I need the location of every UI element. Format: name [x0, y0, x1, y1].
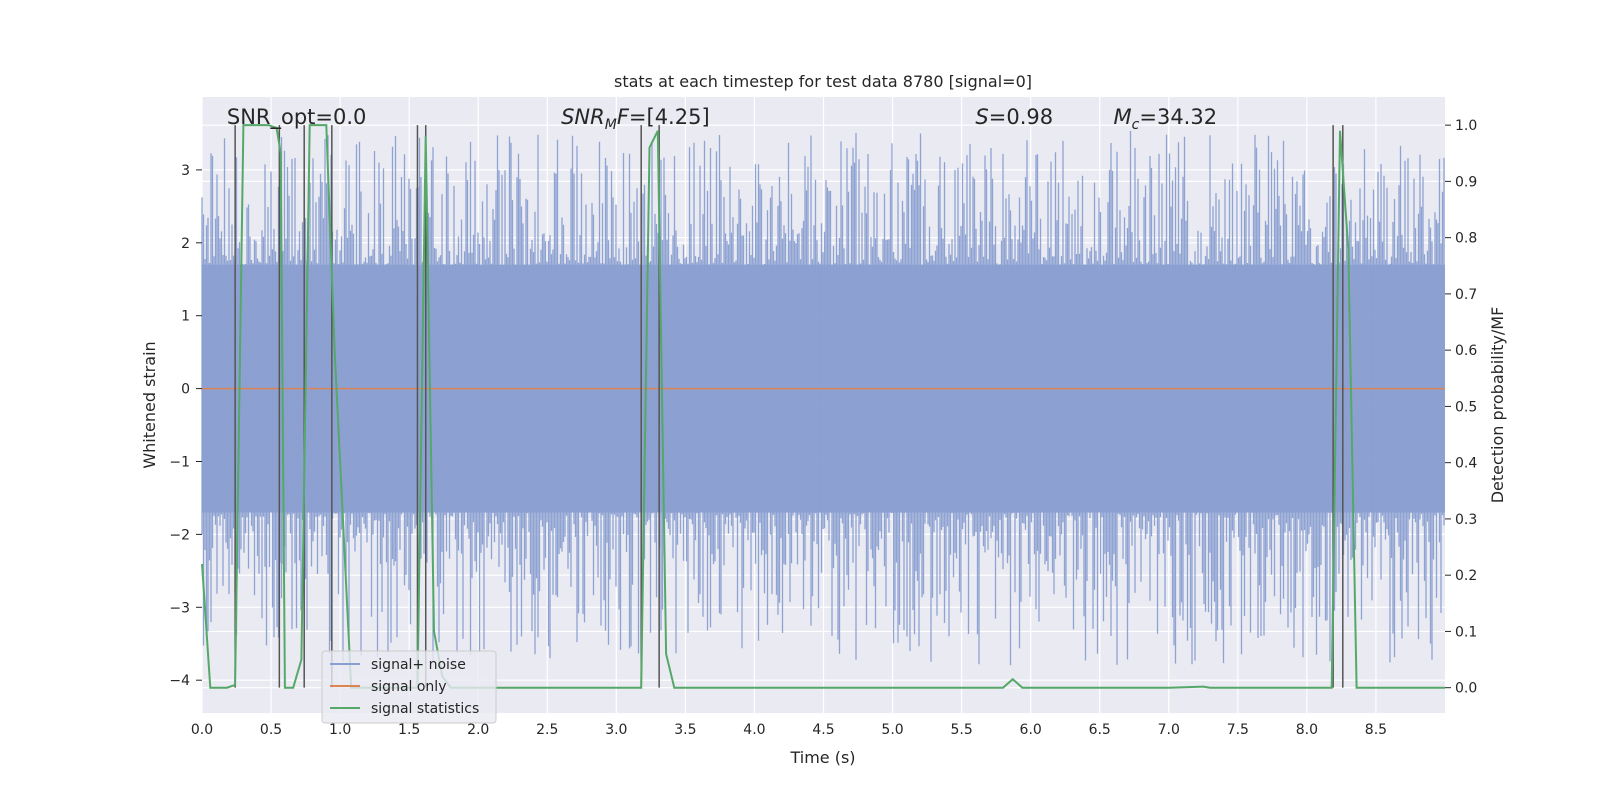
- x-tick-label: 3.0: [605, 722, 627, 738]
- y-right-axis-label: Detection probability/MF: [1488, 307, 1507, 504]
- y-tick-label: 0: [181, 382, 190, 398]
- y-right-tick-label: 0.1: [1455, 624, 1477, 640]
- y-right-tick-label: 0.3: [1455, 512, 1477, 528]
- x-tick-label: 1.0: [329, 722, 351, 738]
- vertical-markers: [234, 125, 1344, 688]
- y-tick-label: −3: [169, 600, 190, 616]
- x-tick-label: 2.0: [467, 722, 489, 738]
- y-right-tick-label: 0.5: [1455, 399, 1477, 415]
- x-tick-label: 5.0: [881, 722, 903, 738]
- x-axis-label: Time (s): [789, 748, 855, 767]
- annotation-label: Mc=34.32: [1114, 105, 1218, 133]
- x-tick-label: 3.5: [674, 722, 696, 738]
- x-tick-label: 7.5: [1227, 722, 1249, 738]
- x-tick-label: 8.0: [1296, 722, 1318, 738]
- legend-box: [321, 650, 497, 724]
- x-tick-label: 6.5: [1089, 722, 1111, 738]
- annotation-label: SNR_opt=0.0: [227, 105, 367, 130]
- x-tick-label: 2.5: [536, 722, 558, 738]
- x-tick-label: 8.5: [1365, 722, 1387, 738]
- y-right-tick-label: 0.8: [1455, 231, 1477, 247]
- y-right-tick-label: 0.6: [1455, 343, 1477, 359]
- legend-label-noise: signal+ noise: [371, 657, 466, 673]
- x-tick-label: 6.0: [1020, 722, 1042, 738]
- x-tick-label: 5.5: [950, 722, 972, 738]
- x-tick-label: 0.5: [260, 722, 282, 738]
- legend-label-signal: signal only: [371, 679, 446, 695]
- y-tick-label: −1: [169, 454, 190, 470]
- y-tick-label: 1: [181, 309, 190, 325]
- y-right-axis-ticks: 0.0 0.1 0.2 0.3 0.4 0.5 0.6 0.7 0.8 0.9 1.0: [1445, 118, 1477, 697]
- y-tick-label: 2: [181, 236, 190, 252]
- x-axis-ticks: 0.0 0.5 1.0 1.5 2.0 2.5 3.0 3.5 4.0 4.5 5.0 5.5 6.0 6…: [191, 722, 1387, 738]
- noise-trace: [201, 130, 1445, 666]
- y-right-tick-label: 0.2: [1455, 568, 1477, 584]
- x-tick-label: 4.5: [812, 722, 834, 738]
- annotation-label: SNRMF=[4.25]: [561, 105, 710, 133]
- y-tick-label: −2: [169, 527, 190, 543]
- y-right-tick-label: 1.0: [1455, 118, 1477, 134]
- x-tick-label: 1.5: [398, 722, 420, 738]
- annotation-label: S=0.98: [975, 105, 1053, 129]
- legend: signal+ noise signal only signal statist…: [321, 650, 497, 724]
- y-axis-label: Whitened strain: [140, 341, 159, 468]
- y-right-tick-label: 0.9: [1455, 174, 1477, 190]
- y-right-tick-label: 0.0: [1455, 681, 1477, 697]
- x-tick-label: 4.0: [743, 722, 765, 738]
- y-axis-ticks: −4 −3 −2 −1 0 1 2 3: [169, 163, 202, 689]
- x-tick-label: 7.0: [1158, 722, 1180, 738]
- chart-title: stats at each timestep for test data 878…: [614, 72, 1032, 91]
- legend-label-stats: signal statistics: [371, 701, 479, 717]
- y-tick-label: −4: [169, 673, 190, 689]
- y-right-tick-label: 0.4: [1455, 456, 1477, 472]
- x-tick-label: 0.0: [191, 722, 213, 738]
- y-tick-label: 3: [181, 163, 190, 179]
- annotations: SNR_opt=0.0 SNRMF=[4.25] S=0.98 Mc=34.32: [227, 105, 1217, 133]
- y-right-tick-label: 0.7: [1455, 287, 1477, 303]
